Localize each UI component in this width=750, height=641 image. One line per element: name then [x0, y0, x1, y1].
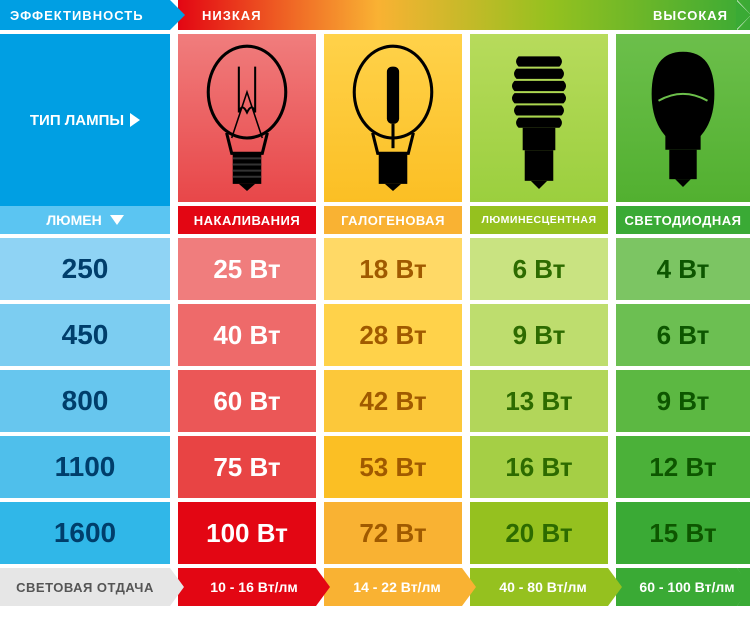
cell-incandescent-2: 60 Вт	[178, 370, 316, 432]
cell-cfl-0: 6 Вт	[470, 238, 608, 300]
watt-incandescent-0: 25 Вт	[213, 254, 280, 285]
lumen-cell-1: 450	[0, 304, 170, 366]
triangle-down-icon	[110, 215, 124, 225]
cell-incandescent-0: 25 Вт	[178, 238, 316, 300]
col-header-led: СВЕТОДИОДНАЯ	[616, 206, 750, 234]
watt-cfl-2: 13 Вт	[505, 386, 572, 417]
cell-led-1: 6 Вт	[616, 304, 750, 366]
bulb-led	[616, 34, 750, 202]
watt-incandescent-3: 75 Вт	[213, 452, 280, 483]
range-halogen: 14 - 22 Вт/лм	[353, 579, 440, 595]
lumen-label: ЛЮМЕН	[46, 212, 101, 228]
watt-halogen-3: 53 Вт	[359, 452, 426, 483]
footer-label: СВЕТОВАЯ ОТДАЧА	[16, 580, 154, 595]
col-name-cfl: ЛЮМИНЕСЦЕНТНАЯ	[481, 214, 596, 226]
watt-led-1: 6 Вт	[657, 320, 710, 351]
efficiency-header: ЭФФЕКТИВНОСТЬ	[0, 0, 170, 30]
incandescent-bulb-icon	[196, 36, 298, 199]
watt-halogen-4: 72 Вт	[359, 518, 426, 549]
efficiency-gradient: НИЗКАЯ ВЫСОКАЯ	[178, 0, 750, 30]
footer-range-halogen: 14 - 22 Вт/лм	[324, 568, 462, 606]
led-bulb-icon	[634, 40, 732, 197]
watt-incandescent-4: 100 Вт	[206, 518, 288, 549]
footer-range-led: 60 - 100 Вт/лм	[616, 568, 750, 606]
cell-halogen-2: 42 Вт	[324, 370, 462, 432]
watt-cfl-1: 9 Вт	[513, 320, 566, 351]
cell-led-0: 4 Вт	[616, 238, 750, 300]
high-label: ВЫСОКАЯ	[653, 8, 728, 23]
watt-incandescent-1: 40 Вт	[213, 320, 280, 351]
efficiency-label: ЭФФЕКТИВНОСТЬ	[10, 8, 144, 23]
watt-incandescent-2: 60 Вт	[213, 386, 280, 417]
cell-cfl-1: 9 Вт	[470, 304, 608, 366]
col-name-incandescent: НАКАЛИВАНИЯ	[194, 213, 300, 228]
bulb-cfl	[470, 34, 608, 202]
watt-led-4: 15 Вт	[649, 518, 716, 549]
range-cfl: 40 - 80 Вт/лм	[499, 579, 586, 595]
cell-cfl-2: 13 Вт	[470, 370, 608, 432]
cell-cfl-4: 20 Вт	[470, 502, 608, 564]
watt-halogen-2: 42 Вт	[359, 386, 426, 417]
range-led: 60 - 100 Вт/лм	[639, 579, 734, 595]
bulb-halogen	[324, 34, 462, 202]
halogen-bulb-icon	[342, 36, 444, 199]
col-name-halogen: ГАЛОГЕНОВАЯ	[341, 213, 445, 228]
col-header-incandescent: НАКАЛИВАНИЯ	[178, 206, 316, 234]
lumen-cell-4: 1600	[0, 502, 170, 564]
cell-cfl-3: 16 Вт	[470, 436, 608, 498]
watt-cfl-4: 20 Вт	[505, 518, 572, 549]
lumen-value-3: 1100	[55, 451, 116, 483]
lumen-cell-3: 1100	[0, 436, 170, 498]
footer-label-cell: СВЕТОВАЯ ОТДАЧА	[0, 568, 170, 606]
watt-halogen-0: 18 Вт	[359, 254, 426, 285]
cell-halogen-4: 72 Вт	[324, 502, 462, 564]
lumen-cell-0: 250	[0, 238, 170, 300]
watt-led-0: 4 Вт	[657, 254, 710, 285]
watt-led-3: 12 Вт	[649, 452, 716, 483]
cell-led-2: 9 Вт	[616, 370, 750, 432]
triangle-right-icon	[130, 113, 140, 127]
footer-range-cfl: 40 - 80 Вт/лм	[470, 568, 608, 606]
col-header-cfl: ЛЮМИНЕСЦЕНТНАЯ	[470, 206, 608, 234]
watt-cfl-0: 6 Вт	[513, 254, 566, 285]
lumen-value-2: 800	[62, 385, 109, 417]
cell-halogen-3: 53 Вт	[324, 436, 462, 498]
cell-halogen-1: 28 Вт	[324, 304, 462, 366]
lumen-value-0: 250	[62, 253, 109, 285]
range-incandescent: 10 - 16 Вт/лм	[210, 579, 297, 595]
col-header-halogen: ГАЛОГЕНОВАЯ	[324, 206, 462, 234]
cell-halogen-0: 18 Вт	[324, 238, 462, 300]
lumen-value-1: 450	[62, 319, 109, 351]
type-label: ТИП ЛАМПЫ	[30, 112, 124, 129]
lumen-cell-2: 800	[0, 370, 170, 432]
cell-incandescent-1: 40 Вт	[178, 304, 316, 366]
watt-halogen-1: 28 Вт	[359, 320, 426, 351]
footer-range-incandescent: 10 - 16 Вт/лм	[178, 568, 316, 606]
watt-led-2: 9 Вт	[657, 386, 710, 417]
low-label: НИЗКАЯ	[202, 8, 262, 23]
cell-incandescent-4: 100 Вт	[178, 502, 316, 564]
cell-led-3: 12 Вт	[616, 436, 750, 498]
bulb-incandescent	[178, 34, 316, 202]
lumen-value-4: 1600	[54, 517, 116, 549]
side-panel: ТИП ЛАМПЫ ЛЮМЕН	[0, 34, 170, 234]
cell-incandescent-3: 75 Вт	[178, 436, 316, 498]
cfl-bulb-icon	[488, 36, 590, 199]
cell-led-4: 15 Вт	[616, 502, 750, 564]
col-name-led: СВЕТОДИОДНАЯ	[625, 213, 742, 228]
watt-cfl-3: 16 Вт	[505, 452, 572, 483]
